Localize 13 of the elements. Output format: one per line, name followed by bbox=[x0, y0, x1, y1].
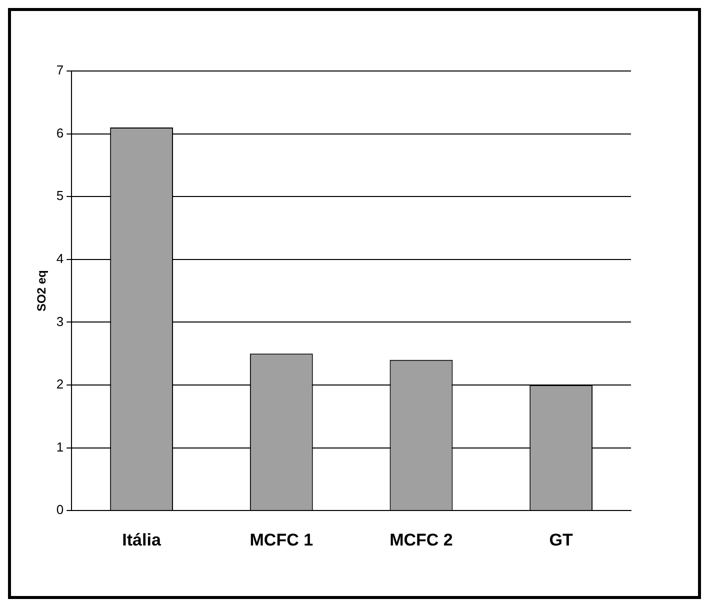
x-tick-label: Itália bbox=[122, 530, 162, 550]
x-tick-label: GT bbox=[549, 530, 574, 550]
y-tick-label: 7 bbox=[56, 62, 64, 78]
y-tick-label: 1 bbox=[56, 439, 64, 454]
y-tick-label: 5 bbox=[56, 188, 64, 204]
y-axis-title: SO2 eq bbox=[34, 270, 49, 312]
y-tick-label: 0 bbox=[56, 502, 64, 518]
y-tick-label: 6 bbox=[56, 125, 64, 140]
x-tick-label: MCFC 1 bbox=[250, 530, 314, 550]
y-tick-label: 3 bbox=[56, 314, 64, 329]
y-tick-label: 4 bbox=[56, 250, 64, 266]
x-tick-label: MCFC 2 bbox=[390, 530, 453, 550]
y-tick-label: 2 bbox=[56, 376, 64, 392]
